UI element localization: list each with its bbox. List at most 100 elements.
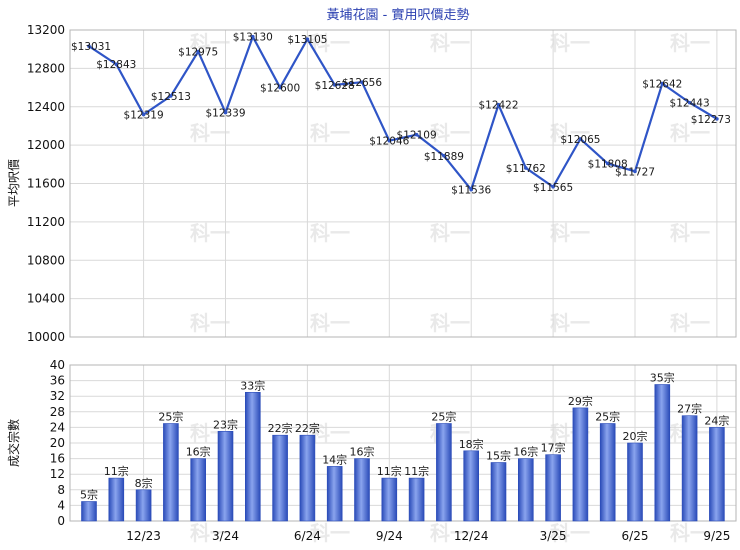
- watermark-text: 科一: [310, 521, 350, 545]
- volume-bar-label: 25宗: [595, 410, 620, 424]
- watermark-text: 科一: [430, 31, 470, 55]
- watermark-text: 科一: [670, 521, 710, 545]
- volume-y-tick-label: 32: [50, 389, 65, 403]
- price-point-label: $11808: [588, 159, 628, 171]
- price-y-tick-label: 10400: [27, 292, 65, 306]
- price-point-label: $12628: [315, 80, 355, 92]
- watermark-text: 科一: [550, 311, 590, 335]
- price-y-tick-label: 10800: [27, 253, 65, 267]
- watermark-text: 科一: [310, 221, 350, 245]
- watermark-text: 科一: [670, 121, 710, 145]
- price-chart-grid: [70, 29, 736, 338]
- price-point-label: $12656: [342, 77, 382, 89]
- price-y-axis-label: 平均呎價: [7, 159, 21, 207]
- volume-bar-label: 22宗: [295, 421, 320, 435]
- price-point: [524, 166, 528, 170]
- watermark-text: 科一: [310, 121, 350, 145]
- volume-bar: [381, 477, 398, 522]
- volume-bar-label: 17宗: [541, 441, 566, 455]
- watermark-text: 科一: [670, 31, 710, 55]
- price-point: [87, 44, 91, 49]
- volume-plot-frame: [69, 364, 737, 522]
- price-point: [114, 62, 119, 67]
- volume-bar: [517, 458, 534, 522]
- volume-bar: [490, 462, 507, 522]
- volume-bar: [272, 434, 288, 522]
- price-point: [387, 138, 392, 143]
- price-point-label: $12600: [260, 83, 300, 95]
- volume-bar-label: 14宗: [322, 452, 347, 466]
- volume-y-tick-label: 16: [50, 452, 65, 466]
- volume-bar-label: 11宗: [104, 464, 129, 478]
- price-point: [305, 37, 310, 41]
- volume-bar-label: 25宗: [431, 410, 456, 424]
- price-point: [633, 169, 637, 174]
- price-point-label: $12273: [691, 114, 731, 126]
- watermark-text: 科一: [430, 311, 470, 335]
- watermark-text: 科一: [430, 121, 470, 145]
- price-y-tick-label: 12000: [27, 138, 65, 152]
- price-point: [442, 153, 446, 158]
- volume-bar-label: 23宗: [213, 417, 238, 431]
- price-point-label: $12065: [560, 134, 600, 146]
- x-tick-label: 12/23: [126, 529, 161, 543]
- price-point-label: $11727: [615, 166, 655, 178]
- x-tick-label: 3/24: [212, 529, 239, 543]
- volume-bar-label: 5宗: [80, 488, 98, 502]
- price-point: [169, 94, 173, 98]
- price-point: [660, 81, 665, 86]
- price-point: [251, 34, 255, 39]
- price-y-tick-label: 11200: [27, 215, 65, 229]
- volume-bar-label: 11宗: [377, 464, 402, 478]
- price-point-label: $11889: [424, 151, 464, 163]
- volume-bar: [654, 384, 671, 522]
- watermark-text: 科一: [190, 311, 230, 335]
- price-y-tick-label: 13200: [27, 23, 65, 37]
- volume-bar: [545, 454, 561, 522]
- price-y-tick-label: 12400: [27, 100, 65, 114]
- price-point: [496, 102, 501, 107]
- volume-y-tick-label: 36: [50, 374, 65, 388]
- volume-bar: [81, 501, 97, 522]
- volume-bar-label: 20宗: [623, 429, 648, 443]
- volume-bar-label: 16宗: [186, 445, 211, 459]
- watermark-text: 科一: [550, 31, 590, 55]
- price-point-label: $13130: [233, 32, 273, 44]
- price-point: [196, 49, 200, 54]
- volume-bar: [436, 423, 452, 522]
- volume-bar: [163, 423, 179, 522]
- volume-y-tick-label: 0: [57, 514, 65, 528]
- volume-bar-label: 27宗: [677, 402, 702, 416]
- volume-bar-label: 25宗: [158, 410, 183, 424]
- x-tick-label: 6/24: [294, 529, 321, 543]
- watermark-text: 科一: [310, 421, 350, 445]
- price-point: [715, 117, 719, 121]
- volume-bar-label: 35宗: [650, 371, 675, 385]
- price-point-label: $12319: [124, 110, 164, 122]
- price-series-line: [88, 35, 718, 191]
- volume-bar-label: 16宗: [350, 445, 375, 459]
- price-y-tick-label: 12800: [27, 61, 65, 75]
- volume-bar: [190, 458, 206, 522]
- price-y-tick-label: 10000: [27, 330, 65, 344]
- volume-bar-label: 16宗: [513, 445, 538, 459]
- watermark-text: 科一: [670, 221, 710, 245]
- price-point: [414, 132, 419, 137]
- volume-bar-label: 11宗: [404, 464, 429, 478]
- volume-bar: [408, 477, 425, 522]
- volume-bar-label: 8宗: [135, 476, 153, 490]
- watermark-text: 科一: [430, 221, 470, 245]
- watermark-text: 科一: [670, 311, 710, 335]
- price-point-label: $12843: [96, 59, 136, 71]
- volume-y-tick-label: 20: [50, 436, 65, 450]
- volume-bar: [326, 466, 343, 522]
- price-point-label: $12642: [642, 79, 682, 91]
- watermark-text: 科一: [550, 221, 590, 245]
- volume-bar: [627, 442, 643, 522]
- watermark-text: 科一: [430, 521, 470, 545]
- volume-bar-label: 15宗: [486, 449, 511, 463]
- price-point-label: $13105: [287, 34, 327, 46]
- price-point-label: $13031: [71, 41, 111, 53]
